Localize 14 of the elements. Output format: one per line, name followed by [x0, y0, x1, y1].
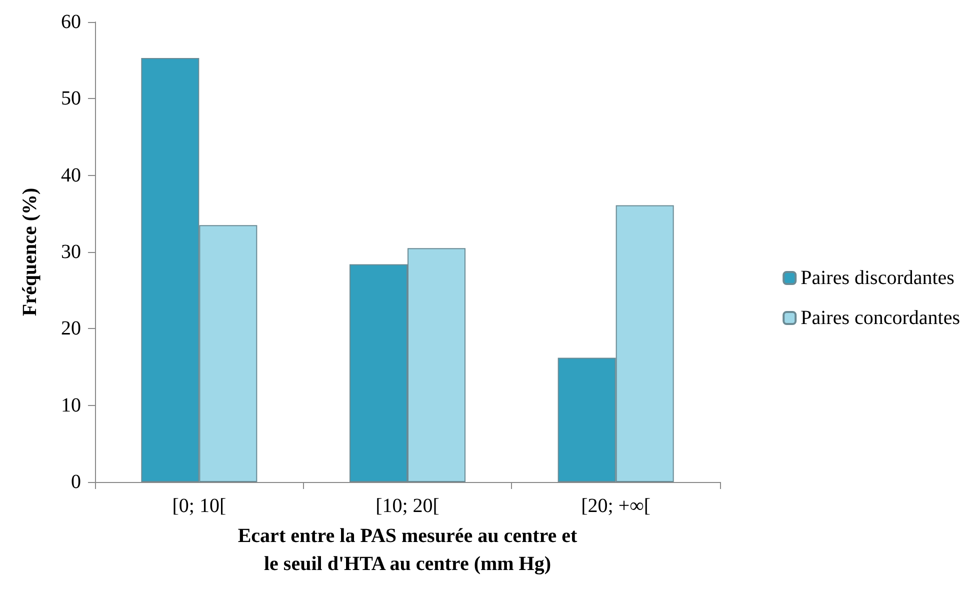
x-tick-label: [20; +∞[: [581, 495, 651, 517]
y-tick-label: 10: [61, 394, 81, 416]
y-axis-title: Fréquence (%): [19, 188, 41, 316]
y-tick-label: 40: [61, 164, 81, 186]
x-axis-title: Ecart entre la PAS mesurée au centre et le seuil d'HTA au centre (mm Hg): [238, 525, 578, 575]
legend-label: Paires discordantes: [800, 267, 955, 289]
y-tick-label: 60: [61, 11, 81, 33]
legend-label: Paires concordantes: [800, 307, 960, 329]
y-tick-label: 30: [61, 241, 81, 263]
y-tick-label: 20: [61, 318, 81, 340]
x-tick-label: [0; 10[: [172, 495, 226, 517]
y-tick-label: 50: [61, 88, 81, 110]
y-tick-label: 0: [71, 471, 81, 493]
x-tick-label: [10; 20[: [376, 495, 440, 517]
